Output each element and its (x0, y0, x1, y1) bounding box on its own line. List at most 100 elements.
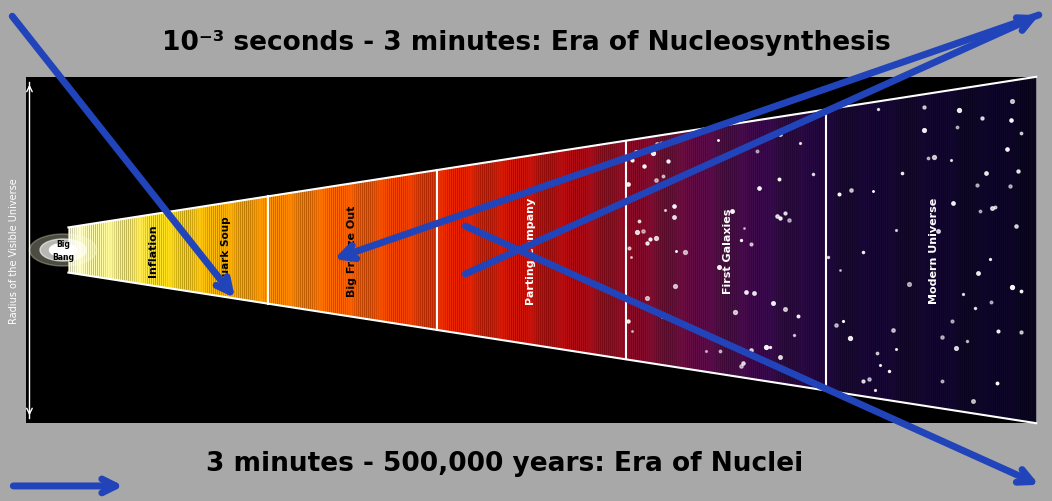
Polygon shape (147, 215, 149, 286)
Point (776, 209, 793, 217)
Polygon shape (103, 222, 105, 279)
Polygon shape (149, 215, 151, 286)
Polygon shape (70, 227, 73, 274)
Polygon shape (256, 198, 258, 303)
Polygon shape (997, 83, 999, 418)
Polygon shape (944, 92, 946, 409)
Point (791, 140, 808, 148)
Polygon shape (473, 165, 474, 336)
Polygon shape (518, 158, 520, 343)
Polygon shape (783, 117, 785, 384)
Polygon shape (967, 88, 969, 413)
Polygon shape (663, 135, 665, 366)
Polygon shape (488, 162, 490, 339)
Polygon shape (126, 218, 128, 283)
Polygon shape (812, 112, 813, 389)
Polygon shape (882, 101, 884, 400)
Polygon shape (355, 183, 357, 318)
Polygon shape (92, 224, 94, 277)
Polygon shape (486, 163, 488, 338)
Polygon shape (375, 180, 377, 321)
Polygon shape (405, 175, 407, 326)
Polygon shape (494, 161, 497, 340)
Polygon shape (391, 177, 393, 324)
Polygon shape (128, 218, 130, 283)
Polygon shape (209, 206, 211, 295)
Polygon shape (188, 209, 190, 292)
Polygon shape (801, 114, 802, 387)
Polygon shape (713, 128, 715, 373)
Polygon shape (539, 155, 541, 346)
Polygon shape (721, 126, 723, 375)
Polygon shape (596, 146, 599, 355)
Polygon shape (918, 96, 920, 405)
Polygon shape (594, 146, 596, 355)
Polygon shape (885, 101, 887, 400)
Polygon shape (463, 166, 465, 335)
Polygon shape (400, 176, 401, 325)
Polygon shape (144, 216, 146, 285)
Polygon shape (260, 198, 262, 303)
Polygon shape (365, 182, 366, 319)
Point (820, 254, 836, 262)
Polygon shape (154, 214, 156, 287)
Point (630, 217, 647, 225)
Polygon shape (171, 212, 173, 289)
Polygon shape (891, 100, 893, 401)
Point (1004, 284, 1020, 292)
Polygon shape (1030, 78, 1032, 423)
Polygon shape (548, 153, 550, 348)
Point (781, 216, 797, 224)
Polygon shape (82, 225, 84, 276)
Polygon shape (403, 176, 405, 325)
Polygon shape (762, 120, 764, 381)
Polygon shape (728, 125, 730, 376)
Point (777, 306, 794, 314)
Polygon shape (920, 95, 922, 406)
Polygon shape (510, 159, 511, 342)
Polygon shape (291, 193, 292, 308)
Polygon shape (303, 191, 304, 310)
Polygon shape (732, 125, 734, 376)
Point (624, 156, 641, 164)
Point (842, 334, 858, 342)
Polygon shape (854, 106, 856, 395)
Polygon shape (165, 212, 167, 289)
Point (915, 127, 932, 135)
Polygon shape (949, 91, 951, 410)
Polygon shape (1025, 79, 1027, 422)
Polygon shape (453, 168, 456, 333)
Polygon shape (578, 149, 580, 352)
Polygon shape (775, 118, 776, 383)
Point (667, 283, 684, 291)
Point (1012, 329, 1029, 337)
Polygon shape (407, 175, 409, 326)
Polygon shape (653, 137, 655, 364)
Polygon shape (301, 191, 303, 310)
Point (933, 334, 950, 342)
Polygon shape (734, 124, 736, 377)
Polygon shape (99, 223, 101, 278)
Polygon shape (1002, 83, 1004, 418)
Polygon shape (1032, 78, 1034, 423)
Point (861, 375, 877, 383)
Polygon shape (177, 211, 179, 290)
Polygon shape (845, 107, 847, 394)
Point (987, 203, 1004, 211)
Polygon shape (414, 174, 417, 327)
Polygon shape (679, 133, 680, 368)
Polygon shape (796, 115, 798, 386)
Polygon shape (520, 158, 522, 343)
Polygon shape (237, 201, 239, 300)
Polygon shape (308, 190, 310, 311)
Point (768, 213, 785, 221)
Polygon shape (223, 203, 225, 298)
Point (660, 157, 676, 165)
Polygon shape (246, 200, 248, 301)
Polygon shape (787, 116, 788, 385)
Polygon shape (527, 156, 529, 345)
Polygon shape (193, 208, 195, 293)
Polygon shape (142, 216, 144, 285)
Polygon shape (879, 102, 882, 399)
Polygon shape (221, 204, 223, 297)
